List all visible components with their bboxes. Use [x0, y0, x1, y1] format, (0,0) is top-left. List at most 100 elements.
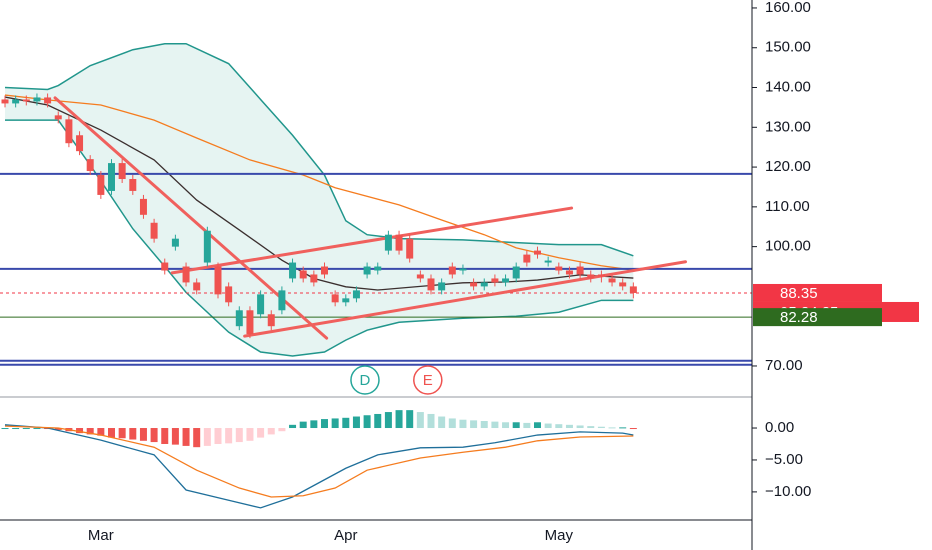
candle-body	[406, 238, 414, 259]
histogram-bar	[491, 421, 499, 429]
histogram-bar	[555, 424, 563, 429]
event-badge	[413, 365, 443, 395]
price-label: 82.28	[780, 309, 818, 326]
histogram-bar	[97, 428, 105, 436]
candle-body	[555, 266, 563, 271]
histogram-bar	[278, 428, 286, 432]
histogram-bar	[299, 421, 307, 429]
y-tick-label: 110.00	[765, 198, 810, 215]
event-label: E	[423, 372, 433, 389]
event-label: D	[360, 372, 371, 389]
candle-body	[203, 230, 211, 263]
candle-body	[565, 270, 573, 275]
histogram-bar	[608, 427, 616, 429]
histogram-bar	[161, 428, 169, 444]
histogram-bar	[576, 425, 584, 429]
histogram-bar	[416, 412, 424, 429]
candle-body	[629, 286, 637, 293]
histogram-bar	[523, 422, 531, 429]
candle-body	[597, 274, 605, 277]
candle-body	[384, 234, 392, 251]
histogram-bar	[182, 428, 190, 446]
macd-line	[4, 424, 634, 509]
histogram-bar	[406, 410, 414, 429]
histogram-bar	[427, 413, 435, 429]
candle-body	[246, 310, 254, 335]
histogram-bar	[629, 428, 637, 430]
candle-body	[459, 268, 467, 271]
candle-body	[44, 97, 52, 104]
histogram-bar	[502, 422, 510, 429]
histogram-bar	[321, 419, 328, 429]
histogram-bar	[342, 417, 350, 429]
candle-body	[374, 266, 382, 271]
histogram-bar	[267, 428, 275, 435]
candle-body	[278, 290, 286, 311]
candle-body	[331, 294, 339, 303]
candle-body	[54, 115, 62, 120]
histogram-bar	[363, 415, 371, 429]
moving-average	[4, 96, 634, 291]
histogram-bar	[86, 428, 94, 435]
candle-body	[534, 250, 541, 255]
histogram-bar	[459, 419, 467, 429]
histogram-bar	[193, 428, 201, 448]
histogram-bar	[118, 428, 126, 439]
y-tick-label: 150.00	[765, 39, 811, 56]
histogram-bar	[150, 428, 158, 443]
histogram-bar	[331, 418, 339, 429]
y-tick-label: 160.00	[765, 0, 811, 16]
price-label-box	[753, 283, 882, 302]
candle-body	[33, 97, 41, 102]
histogram-bar	[257, 428, 265, 438]
histogram-bar	[587, 426, 595, 429]
candle-body	[225, 286, 233, 303]
candle-body	[512, 266, 520, 279]
y-tick-label: 100.00	[765, 238, 811, 255]
candle-body	[321, 266, 328, 275]
histogram-bar	[565, 424, 573, 429]
histogram-bar	[470, 420, 478, 429]
candle-body	[310, 274, 318, 283]
histogram-bar	[597, 426, 605, 429]
candle-body	[129, 179, 137, 191]
candle-body	[22, 99, 30, 102]
histogram-bar	[76, 428, 84, 434]
x-tick-label: Mar	[88, 527, 114, 544]
histogram-bar	[235, 428, 243, 443]
histogram-bar	[246, 428, 254, 441]
candle-body	[65, 119, 73, 144]
candle-body	[76, 135, 84, 152]
histogram-bar	[214, 428, 222, 444]
candle-body	[289, 262, 297, 279]
candle-body	[118, 163, 126, 180]
candle-body	[108, 163, 115, 191]
histogram-bar	[512, 422, 520, 429]
histogram-bar	[171, 428, 179, 445]
candle-body	[161, 262, 169, 271]
candle-body	[502, 278, 510, 283]
y-tick-label: −10.00	[765, 483, 811, 500]
candle-body	[363, 266, 371, 275]
candle-body	[342, 298, 350, 303]
histogram-bar	[480, 420, 488, 429]
histogram-bar	[33, 428, 41, 430]
candle-body	[171, 238, 179, 247]
histogram-bar	[289, 424, 297, 429]
event-badge	[350, 365, 380, 395]
candle-body	[235, 310, 243, 327]
candle-body	[395, 234, 403, 251]
price-label: 88.35	[780, 285, 818, 302]
candle-body	[352, 290, 360, 299]
candle-body	[150, 222, 158, 239]
histogram-bar	[438, 416, 446, 429]
candle-body	[1, 99, 9, 104]
candle-body	[86, 159, 94, 172]
histogram-bar	[374, 413, 382, 429]
x-tick-label: May	[545, 527, 574, 544]
histogram-bar	[54, 428, 62, 430]
histogram-bar	[203, 428, 211, 446]
candle-body	[139, 198, 147, 215]
histogram-bar	[225, 428, 233, 444]
